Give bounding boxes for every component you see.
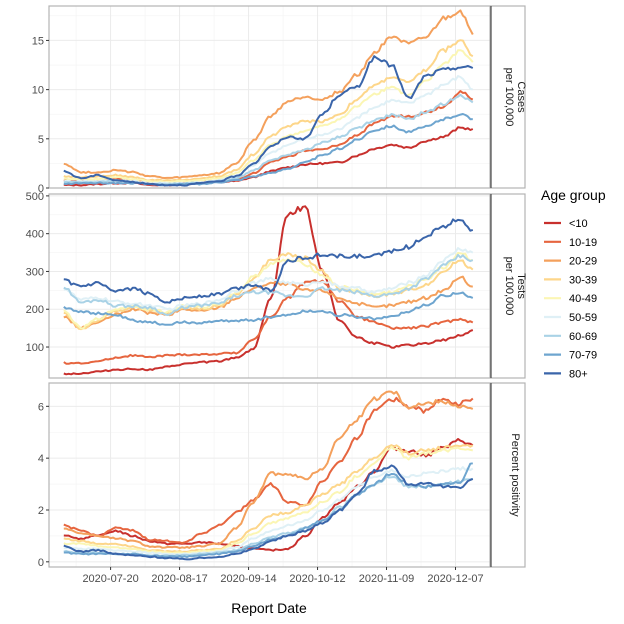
x-tick-label: 2020-08-17 [151,573,207,585]
series-line-80plus [63,55,474,187]
x-axis: 2020-07-20 2020-08-17 2020-09-14 2020-10-12… [82,567,484,585]
legend-label: 60-69 [569,331,597,343]
legend-item: 50-59 [544,312,597,324]
legend-label: 20-29 [569,256,597,268]
legend-item: 30-39 [544,274,597,286]
series-line-30-39 [63,39,474,182]
legend-label: 40-49 [569,293,597,305]
series-line-20-29 [63,9,474,179]
legend-item: 60-69 [544,331,597,343]
legend-title: Age group [541,187,606,203]
legend: Age group <10 10-19 20-29 30-39 40-49 50-59 60… [541,187,606,380]
strip-label: Percent positivity [509,433,521,517]
y-tick-label: 6 [38,401,44,413]
legend-item: 20-29 [544,256,597,268]
y-tick-label: 0 [38,183,44,195]
series-line-20-29 [63,390,474,550]
legend-item: 70-79 [544,350,597,362]
legend-label: 70-79 [569,350,597,362]
x-tick-label: 2020-07-20 [82,573,138,585]
y-tick-label: 10 [32,85,44,97]
legend-item: 10-19 [544,237,597,249]
x-tick-label: 2020-09-14 [220,573,276,585]
strip-background [490,193,526,379]
series-line-70-79 [63,291,474,326]
series-line-30-39 [63,444,474,553]
series-line-20-29 [63,275,473,330]
legend-item: 80+ [544,368,588,380]
legend-item: <10 [544,218,588,230]
y-tick-label: 5 [38,134,44,146]
legend-item: 40-49 [544,293,597,305]
series-line-80plus [63,464,474,561]
strip-background [490,382,526,568]
panel-background [49,383,490,567]
strip-label: Cases [515,81,527,113]
y-tick-label: 100 [26,342,44,354]
series-line-80plus [63,218,474,304]
strip-label: per 100,000 [503,68,515,127]
legend-label: 80+ [569,368,588,380]
y-tick-label: 500 [26,191,44,203]
y-tick-label: 4 [38,453,44,465]
legend-label: <10 [569,218,588,230]
y-tick-label: 0 [38,557,44,569]
y-tick-label: 2 [38,505,44,517]
panel-background [49,6,490,188]
legend-label: 10-19 [569,237,597,249]
series-line-50-59 [63,466,474,556]
series-line-40-49 [63,445,473,555]
series-line-50-59 [63,247,474,311]
series-line-lt10 [63,438,474,552]
x-tick-label: 2020-10-12 [289,573,345,585]
panel-border [48,5,491,189]
y-tick-label: 15 [32,35,44,47]
panel-border [48,382,491,568]
x-axis-title: Report Date [231,600,307,616]
x-tick-label: 2020-12-07 [427,573,483,585]
x-tick-label: 2020-11-09 [359,573,414,585]
y-tick-label: 300 [26,266,44,278]
strip-label: per 100,000 [503,257,515,316]
y-tick-label: 200 [26,304,44,316]
facet-strip: Percent positivity [490,382,526,568]
panel-3: 0 2 4 6 Percent positivity [38,382,526,569]
panel-border [48,193,491,379]
legend-label: 30-39 [569,274,597,286]
series-line-60-69 [63,253,474,316]
y-tick-label: 400 [26,229,44,241]
legend-label: 50-59 [569,312,597,324]
series-line-70-79 [63,113,473,187]
series-line-lt10 [63,205,474,376]
strip-label: Tests [515,273,527,299]
